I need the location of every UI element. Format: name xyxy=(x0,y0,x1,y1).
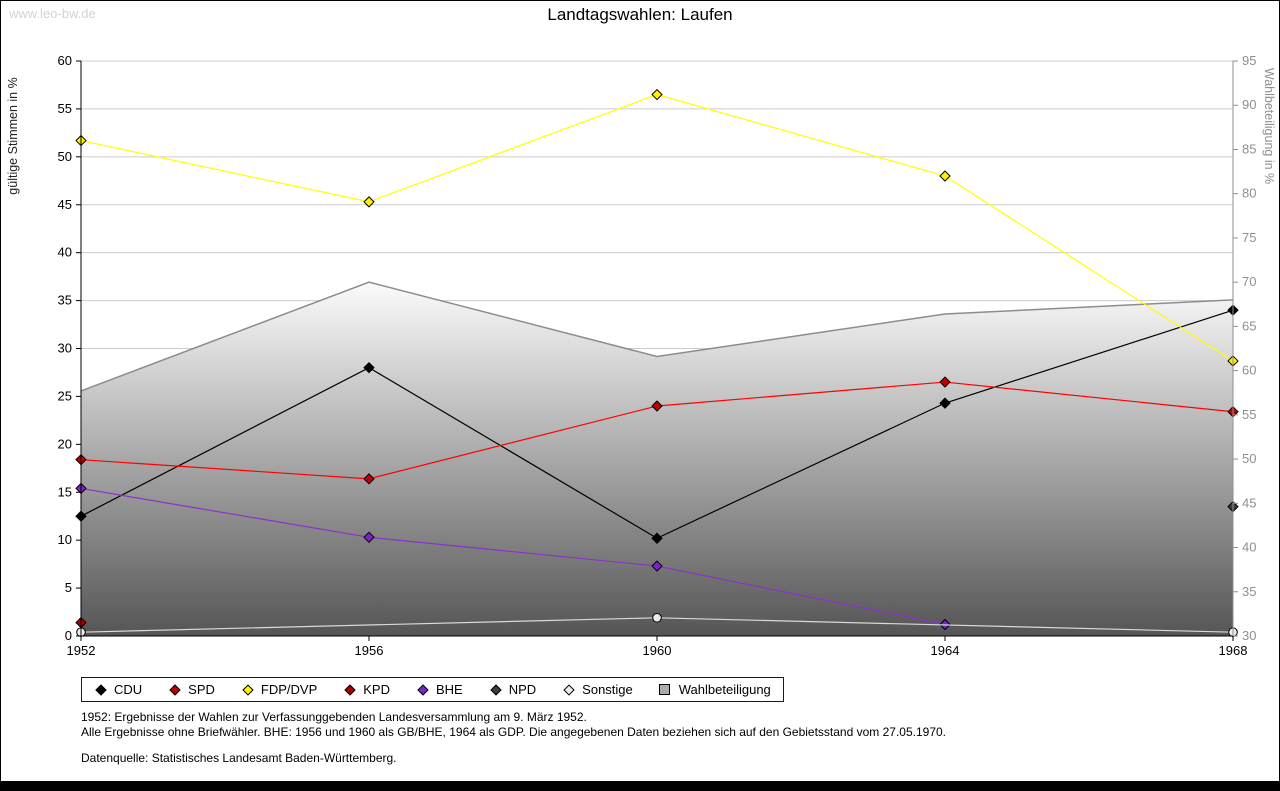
bottom-border-bar xyxy=(1,781,1279,790)
legend-label-sonstige: Sonstige xyxy=(582,682,633,697)
left-tick-label: 15 xyxy=(58,484,72,499)
legend-label-fdp-dvp: FDP/DVP xyxy=(260,682,318,697)
legend-item-cdu: CDU xyxy=(94,682,142,697)
chart-title: Landtagswahlen: Laufen xyxy=(547,5,733,24)
marker-spd xyxy=(363,473,375,485)
marker-fdp-dvp xyxy=(939,170,951,182)
right-tick-label: 75 xyxy=(1242,230,1256,245)
legend-marker-wahlbeteiligung-icon xyxy=(658,684,670,695)
legend-label-wahlbeteiligung: Wahlbeteiligung xyxy=(678,682,771,697)
left-axis-ticks: 0 5 10 15 20 25 30 35 40 45 50 55 60 xyxy=(58,53,81,643)
left-tick-label: 10 xyxy=(58,532,72,547)
left-tick-label: 45 xyxy=(58,197,72,212)
x-tick-label: 1964 xyxy=(931,643,960,658)
watermark: www.leo-bw.de xyxy=(9,6,96,21)
left-tick-label: 50 xyxy=(58,149,72,164)
x-axis-ticks: 1952 1956 1960 1964 1968 xyxy=(67,636,1248,658)
right-tick-label: 40 xyxy=(1242,540,1256,555)
right-tick-label: 95 xyxy=(1242,53,1256,68)
x-tick-label: 1968 xyxy=(1219,643,1248,658)
right-tick-label: 90 xyxy=(1242,97,1256,112)
left-axis-label: gültige Stimmen in % xyxy=(6,77,20,194)
marker-fdp-dvp xyxy=(651,88,663,101)
right-tick-label: 55 xyxy=(1242,407,1256,422)
left-tick-label: 60 xyxy=(58,53,72,68)
marker-cdu xyxy=(651,532,663,544)
left-tick-label: 20 xyxy=(58,436,72,451)
legend-marker-fdp-dvp-icon xyxy=(242,683,254,696)
legend-label-cdu: CDU xyxy=(114,682,143,697)
right-tick-label: 35 xyxy=(1242,584,1256,599)
right-tick-label: 30 xyxy=(1242,628,1256,643)
legend-marker-bhe-icon xyxy=(417,683,429,696)
marker-bhe xyxy=(363,531,375,543)
legend-marker-spd-icon xyxy=(169,683,181,696)
right-tick-label: 45 xyxy=(1242,495,1256,510)
marker-sonstige xyxy=(652,612,662,623)
right-tick-label: 60 xyxy=(1242,363,1256,378)
footnote-method: Alle Ergebnisse ohne Briefwähler. BHE: 1… xyxy=(81,725,947,739)
legend-item-sonstige: Sonstige xyxy=(562,682,633,697)
footnote-1952: 1952: Ergebnisse der Wahlen zur Verfassu… xyxy=(81,710,587,724)
legend-marker-npd-icon xyxy=(490,683,502,696)
legend-item-kpd: KPD xyxy=(343,682,390,697)
left-tick-label: 25 xyxy=(58,388,72,403)
marker-cdu xyxy=(939,397,951,409)
legend-marker-sonstige-icon xyxy=(563,683,575,696)
legend-label-npd: NPD xyxy=(508,682,537,697)
legend-marker-kpd-icon xyxy=(344,683,356,696)
right-axis-ticks: 30 35 40 45 50 55 60 65 70 75 80 85 90 95 xyxy=(1233,53,1256,643)
x-tick-label: 1960 xyxy=(643,643,672,658)
left-tick-label: 35 xyxy=(58,293,72,308)
legend-label-spd: SPD xyxy=(188,682,215,697)
turnout-area-series xyxy=(80,281,1234,636)
legend-item-bhe: BHE xyxy=(416,682,463,697)
legend-label-kpd: KPD xyxy=(363,682,390,697)
axes: 0 5 10 15 20 25 30 35 40 45 50 55 60 30 35 40 45 50 55 60 65… xyxy=(6,53,1276,658)
marker-bhe xyxy=(651,560,663,572)
marker-cdu xyxy=(363,361,375,374)
right-tick-label: 70 xyxy=(1242,274,1256,289)
election-results-line-chart: 0 5 10 15 20 25 30 35 40 45 50 55 60 30 35 40 45 50 55 60 65… xyxy=(6,53,1276,658)
marker-spd xyxy=(939,376,951,388)
legend-label-bhe: BHE xyxy=(435,682,463,697)
series-spd xyxy=(75,376,1239,485)
right-axis-label: Wahlbeteiligung in % xyxy=(1262,68,1276,184)
left-tick-label: 40 xyxy=(58,245,72,260)
legend-marker-cdu-icon xyxy=(95,683,107,696)
x-tick-label: 1952 xyxy=(67,643,96,658)
legend-item-fdp-dvp: FDP/DVP xyxy=(241,682,317,697)
x-tick-label: 1956 xyxy=(355,643,384,658)
right-tick-label: 85 xyxy=(1242,141,1256,156)
left-tick-label: 0 xyxy=(65,628,72,643)
data-source-note: Datenquelle: Statistisches Landesamt Bad… xyxy=(81,751,397,765)
right-tick-label: 80 xyxy=(1242,186,1256,201)
left-tick-label: 30 xyxy=(58,341,72,356)
turnout-area-fill xyxy=(81,282,1233,636)
turnout-line xyxy=(80,281,1234,392)
right-tick-label: 50 xyxy=(1242,451,1256,466)
legend-item-wahlbeteiligung: Wahlbeteiligung xyxy=(658,682,771,697)
series-fdp-dvp xyxy=(75,88,1239,367)
series-sonstige xyxy=(76,612,1238,637)
legend-item-npd: NPD xyxy=(489,682,536,697)
left-tick-label: 5 xyxy=(65,580,72,595)
marker-fdp-dvp xyxy=(363,196,375,208)
chart-legend: CDU SPD FDP/DVP KPD BHE NPD Sonstige Wahlbeteil… xyxy=(81,677,784,702)
footnotes: 1952: Ergebnisse der Wahlen zur Verfassu… xyxy=(81,710,946,766)
left-tick-label: 55 xyxy=(58,101,72,116)
right-tick-label: 65 xyxy=(1242,318,1256,333)
legend-item-spd: SPD xyxy=(168,682,215,697)
marker-spd xyxy=(651,400,663,412)
